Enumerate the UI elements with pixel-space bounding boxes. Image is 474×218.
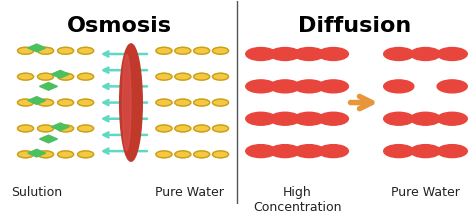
- Circle shape: [57, 73, 73, 80]
- Circle shape: [194, 99, 210, 106]
- Circle shape: [18, 99, 34, 106]
- Circle shape: [437, 48, 467, 60]
- Circle shape: [270, 145, 300, 158]
- Text: Pure Water: Pure Water: [155, 186, 224, 199]
- Circle shape: [410, 112, 440, 125]
- Circle shape: [294, 80, 324, 93]
- Circle shape: [294, 145, 324, 158]
- Circle shape: [437, 80, 467, 93]
- Circle shape: [78, 73, 94, 80]
- Circle shape: [246, 112, 276, 125]
- Circle shape: [175, 151, 191, 158]
- Circle shape: [156, 99, 172, 106]
- Circle shape: [18, 125, 34, 132]
- Circle shape: [18, 151, 34, 158]
- Circle shape: [270, 80, 300, 93]
- Text: Pure Water: Pure Water: [391, 186, 460, 199]
- Circle shape: [318, 112, 348, 125]
- Circle shape: [194, 47, 210, 54]
- Circle shape: [212, 125, 228, 132]
- Circle shape: [270, 48, 300, 60]
- Polygon shape: [28, 44, 46, 52]
- Circle shape: [78, 151, 94, 158]
- Circle shape: [37, 125, 54, 132]
- Circle shape: [78, 47, 94, 54]
- Polygon shape: [28, 97, 46, 104]
- Circle shape: [294, 112, 324, 125]
- Circle shape: [37, 73, 54, 80]
- Circle shape: [318, 80, 348, 93]
- Circle shape: [246, 145, 276, 158]
- Ellipse shape: [119, 44, 142, 161]
- Circle shape: [156, 151, 172, 158]
- Text: High
Concentration: High Concentration: [253, 186, 342, 213]
- Text: Diffusion: Diffusion: [298, 15, 411, 36]
- Polygon shape: [28, 149, 46, 157]
- Circle shape: [57, 151, 73, 158]
- Circle shape: [384, 145, 414, 158]
- Circle shape: [318, 145, 348, 158]
- Circle shape: [194, 151, 210, 158]
- Circle shape: [37, 151, 54, 158]
- Circle shape: [212, 47, 228, 54]
- Circle shape: [156, 47, 172, 54]
- Circle shape: [37, 47, 54, 54]
- Circle shape: [212, 73, 228, 80]
- Circle shape: [175, 73, 191, 80]
- Circle shape: [194, 73, 210, 80]
- Circle shape: [212, 151, 228, 158]
- Circle shape: [270, 112, 300, 125]
- Circle shape: [37, 99, 54, 106]
- Circle shape: [318, 48, 348, 60]
- Circle shape: [57, 47, 73, 54]
- Circle shape: [175, 47, 191, 54]
- Circle shape: [410, 145, 440, 158]
- Circle shape: [410, 48, 440, 60]
- Circle shape: [78, 125, 94, 132]
- Circle shape: [194, 125, 210, 132]
- Circle shape: [212, 99, 228, 106]
- Circle shape: [57, 125, 73, 132]
- Circle shape: [175, 125, 191, 132]
- Polygon shape: [51, 70, 69, 78]
- Circle shape: [78, 99, 94, 106]
- Text: Osmosis: Osmosis: [67, 15, 172, 36]
- Circle shape: [437, 145, 467, 158]
- Circle shape: [384, 48, 414, 60]
- Circle shape: [57, 99, 73, 106]
- Circle shape: [384, 80, 414, 93]
- Circle shape: [156, 125, 172, 132]
- Circle shape: [384, 112, 414, 125]
- Circle shape: [175, 99, 191, 106]
- Polygon shape: [51, 123, 69, 131]
- Circle shape: [18, 47, 34, 54]
- Circle shape: [246, 48, 276, 60]
- Polygon shape: [39, 135, 57, 143]
- Circle shape: [437, 112, 467, 125]
- Ellipse shape: [122, 54, 131, 151]
- Circle shape: [246, 80, 276, 93]
- Text: Sulution: Sulution: [11, 186, 62, 199]
- Circle shape: [18, 73, 34, 80]
- Polygon shape: [39, 83, 57, 90]
- Circle shape: [156, 73, 172, 80]
- Circle shape: [294, 48, 324, 60]
